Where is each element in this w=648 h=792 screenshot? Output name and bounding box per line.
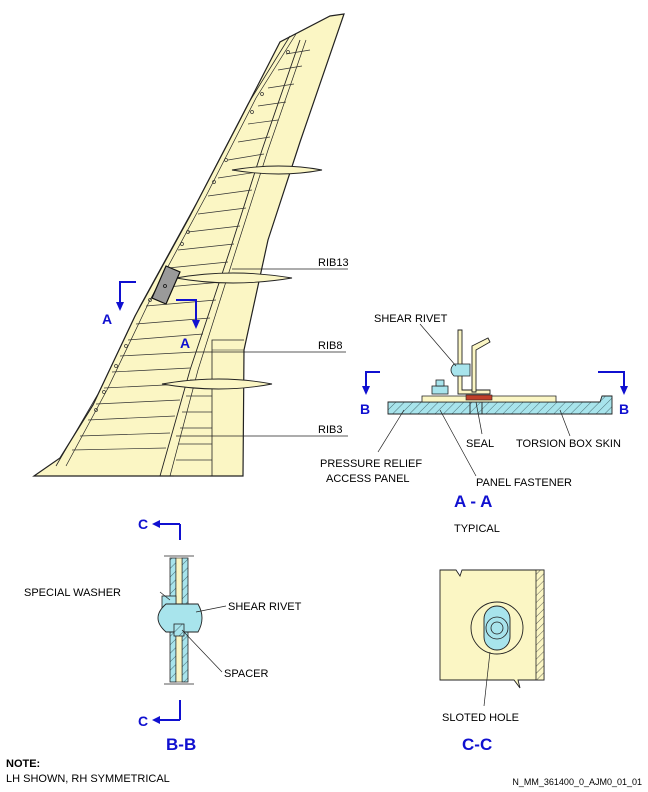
figure-reference: N_MM_361400_0_AJM0_01_01 [512, 777, 642, 787]
rib8-label: RIB8 [318, 340, 342, 352]
shear-rivet-bb [157, 603, 203, 633]
section-b-arrows [365, 371, 625, 388]
view-aa-title: A - A [454, 492, 492, 511]
section-a-arrows [119, 281, 197, 322]
view-cc-drawing [439, 569, 545, 707]
aa-pressure-relief-label-2: ACCESS PANEL [326, 473, 410, 485]
aa-seal-label: SEAL [466, 438, 494, 450]
section-c-arrows [160, 523, 181, 721]
view-cc-title: C-C [462, 735, 492, 754]
panel-fastener-aa [431, 385, 449, 395]
note-heading: NOTE: [6, 758, 41, 770]
wing-drawing [32, 13, 348, 477]
view-aa-subtitle: TYPICAL [454, 523, 500, 535]
note-text: LH SHOWN, RH SYMMETRICAL [6, 773, 170, 785]
torsion-box-skin [387, 395, 613, 415]
view-bb-drawing [157, 555, 227, 685]
rib3-label: RIB3 [318, 424, 342, 436]
aa-torsion-box-skin-label: TORSION BOX SKIN [516, 438, 621, 450]
aa-pressure-relief-label-1: PRESSURE RELIEF [320, 458, 422, 470]
section-b-right-label: B [619, 401, 629, 417]
section-a-right-label: A [180, 335, 190, 351]
section-c-bottom-label: C [138, 713, 148, 729]
seal [465, 394, 493, 401]
fairing-upper [231, 165, 323, 175]
fairing-lower [161, 378, 273, 390]
section-c-top-label: C [138, 516, 148, 532]
shear-rivet-aa [450, 363, 471, 377]
view-bb-title: B-B [166, 735, 196, 754]
section-a-left-label: A [102, 311, 112, 327]
view-aa-drawing [377, 323, 613, 477]
fairing-mid [175, 272, 293, 284]
spacer [173, 623, 185, 637]
wing-outline [32, 13, 345, 477]
aa-panel-fastener-label: PANEL FASTENER [476, 477, 572, 489]
bb-special-washer-label: SPECIAL WASHER [24, 587, 121, 599]
cc-sloted-hole-label: SLOTED HOLE [442, 712, 519, 724]
section-b-left-label: B [360, 401, 370, 417]
bb-spacer-label: SPACER [224, 668, 268, 680]
bb-shear-rivet-label: SHEAR RIVET [228, 601, 302, 613]
aa-shear-rivet-label: SHEAR RIVET [374, 313, 448, 325]
rib13-label: RIB13 [318, 257, 349, 269]
